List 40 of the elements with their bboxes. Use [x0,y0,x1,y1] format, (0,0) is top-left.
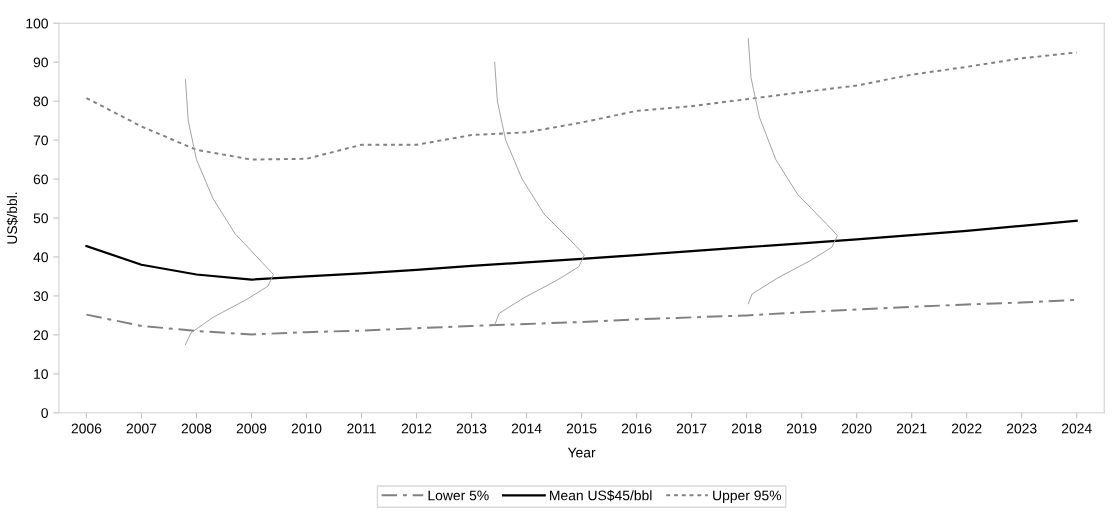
y-tick-label: 70 [33,135,48,146]
x-tick-label: 2010 [291,423,322,434]
y-axis-title: US$/bbl. [6,192,18,244]
x-axis-title: Year [567,447,596,458]
line-series [85,51,1078,161]
legend-label: Upper 95% [713,490,782,504]
x-tick-label: 2017 [676,423,707,434]
x-tick-label: 2023 [1006,423,1037,434]
x-tick-label: 2019 [786,423,817,434]
x-tick-label: 2022 [951,423,982,434]
x-tick-label: 2009 [236,423,267,434]
line-series [747,38,838,305]
line-series [494,61,585,326]
line-series [85,219,1078,281]
y-tick-label: 100 [26,18,48,29]
y-tick-label: 20 [33,330,48,341]
x-tick-label: 2018 [731,423,762,434]
legend-label: Lower 5% [428,490,489,501]
x-tick-label: 2012 [401,423,432,434]
x-tick-label: 2024 [1061,423,1092,434]
legend-label: Mean US$45/bbl [550,489,652,502]
y-tick-label: 40 [33,252,48,263]
x-tick-label: 2011 [347,423,376,434]
line-series [184,79,274,346]
y-tick-label: 10 [34,369,48,380]
y-tick-label: 90 [33,57,48,68]
y-tick-label: 30 [33,291,48,302]
x-tick-label: 2006 [71,423,102,434]
x-tick-label: 2016 [621,423,652,434]
y-tick-label: 50 [33,213,48,224]
x-tick-label: 2021 [896,423,927,434]
x-tick-label: 2007 [126,423,157,434]
x-tick-label: 2015 [566,423,597,434]
x-tick-label: 2014 [511,423,542,434]
y-tick-label: 80 [33,96,48,107]
y-tick-label: 60 [33,174,48,185]
x-tick-label: 2008 [181,423,212,434]
x-tick-label: 2013 [456,423,487,434]
x-tick-label: 2020 [841,423,872,434]
y-tick-label: 0 [41,408,48,418]
